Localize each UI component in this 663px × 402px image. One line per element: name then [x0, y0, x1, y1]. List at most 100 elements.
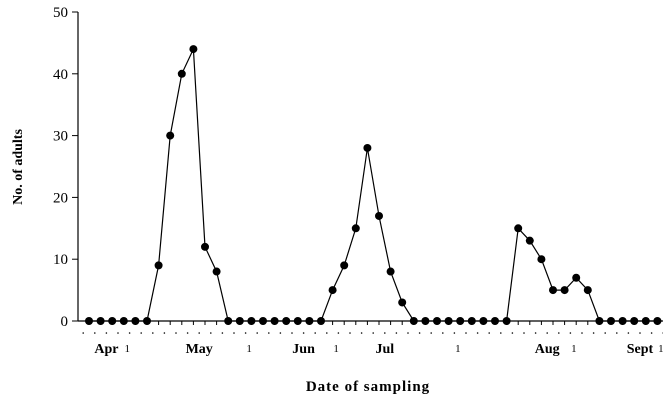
x-minor-dot	[256, 332, 259, 334]
data-point	[433, 317, 441, 325]
series-line	[89, 48, 663, 322]
x-minor-dot	[337, 332, 340, 334]
x-day-label: 1	[571, 343, 577, 355]
x-minor-dot	[372, 332, 375, 334]
data-point	[340, 261, 349, 270]
x-minor-dot	[140, 332, 142, 334]
data-point	[514, 224, 523, 233]
data-point	[421, 317, 430, 325]
data-point	[618, 317, 627, 325]
data-point	[386, 267, 395, 276]
x-minor-dot	[244, 332, 247, 334]
data-point	[177, 69, 186, 78]
x-minor-dot	[117, 332, 119, 334]
data-point	[224, 317, 233, 325]
x-day-label: 1	[333, 343, 339, 355]
x-minor-dot	[221, 332, 224, 334]
series-group	[85, 45, 663, 325]
data-point	[259, 317, 267, 325]
data-point	[375, 211, 383, 220]
x-minor-dot	[534, 332, 537, 334]
x-minor-dot	[650, 332, 653, 334]
y-tick-label: 50	[53, 5, 68, 21]
x-minor-dot	[152, 332, 154, 334]
x-minor-dot	[488, 332, 491, 334]
x-minor-dot	[418, 332, 421, 334]
y-tick-label: 10	[53, 252, 68, 268]
x-minor-dot	[407, 332, 409, 334]
data-point	[560, 286, 569, 295]
y-tick-label: 40	[53, 67, 68, 83]
y-ticks: 0 10 20 30 40 50	[53, 5, 78, 330]
data-point	[456, 317, 465, 325]
y-axis-label: No. of adults	[11, 129, 26, 205]
x-minor-dot	[82, 332, 84, 334]
data-point	[641, 317, 650, 325]
data-point	[293, 317, 302, 325]
data-point	[282, 317, 291, 325]
x-minor-dot	[430, 332, 433, 334]
x-minor-dot	[453, 332, 456, 334]
data-point	[108, 317, 117, 325]
x-minor-dot	[233, 332, 235, 334]
data-point	[270, 317, 279, 325]
x-month-label: Sept	[627, 342, 654, 357]
x-minor-dot	[291, 332, 293, 334]
data-point	[583, 286, 592, 295]
x-minor-dot	[569, 332, 572, 334]
data-point	[143, 317, 151, 325]
data-point	[247, 317, 256, 325]
x-minor-dot	[604, 332, 606, 334]
data-point	[166, 131, 175, 140]
x-month-label: May	[186, 342, 213, 357]
data-point	[630, 317, 639, 325]
x-minor-dot	[279, 332, 282, 334]
x-tick-marks	[82, 321, 663, 334]
data-point	[607, 317, 615, 325]
x-day-label: 1	[658, 343, 663, 355]
data-point	[398, 298, 407, 307]
data-point	[595, 317, 604, 325]
x-month-label: Jul	[375, 342, 394, 357]
x-minor-dot	[349, 332, 351, 334]
x-month-label: Jun	[292, 342, 315, 357]
x-minor-dot	[639, 332, 641, 334]
data-point	[212, 267, 221, 276]
data-point	[537, 255, 546, 264]
x-minor-dot	[616, 332, 618, 334]
data-point	[131, 317, 140, 325]
data-point	[119, 317, 128, 325]
x-day-label: 1	[455, 343, 461, 355]
x-minor-dot	[175, 332, 177, 334]
x-minor-dot	[523, 332, 525, 334]
x-minor-dot	[210, 332, 212, 334]
x-minor-dot	[326, 332, 328, 334]
x-minor-dot	[384, 332, 386, 334]
y-tick-label: 20	[53, 190, 68, 206]
x-minor-dot	[500, 332, 502, 334]
data-point	[96, 317, 105, 325]
y-tick-label: 0	[61, 314, 69, 330]
data-point	[525, 236, 534, 245]
x-minor-dot	[198, 332, 200, 334]
x-minor-dot	[395, 332, 398, 334]
data-point	[572, 273, 581, 282]
x-day-label: 1	[246, 343, 252, 355]
x-minor-dot	[511, 332, 514, 334]
x-month-label: Apr	[94, 342, 118, 357]
x-minor-dot	[105, 332, 108, 334]
data-point	[154, 261, 163, 270]
data-point	[351, 224, 360, 233]
x-tick-labels: Apr 1 May 1 Jun 1 Jul 1 Aug 1 Sept 1	[94, 342, 663, 357]
data-point	[502, 317, 511, 325]
x-minor-dot	[465, 332, 467, 334]
data-point	[328, 286, 337, 295]
x-minor-dot	[163, 332, 166, 334]
data-point	[235, 317, 244, 325]
x-minor-dot	[627, 332, 630, 334]
x-axis-label: Date of sampling	[306, 379, 430, 395]
x-minor-dot	[128, 332, 131, 334]
data-point	[444, 317, 453, 325]
data-point	[85, 317, 93, 325]
